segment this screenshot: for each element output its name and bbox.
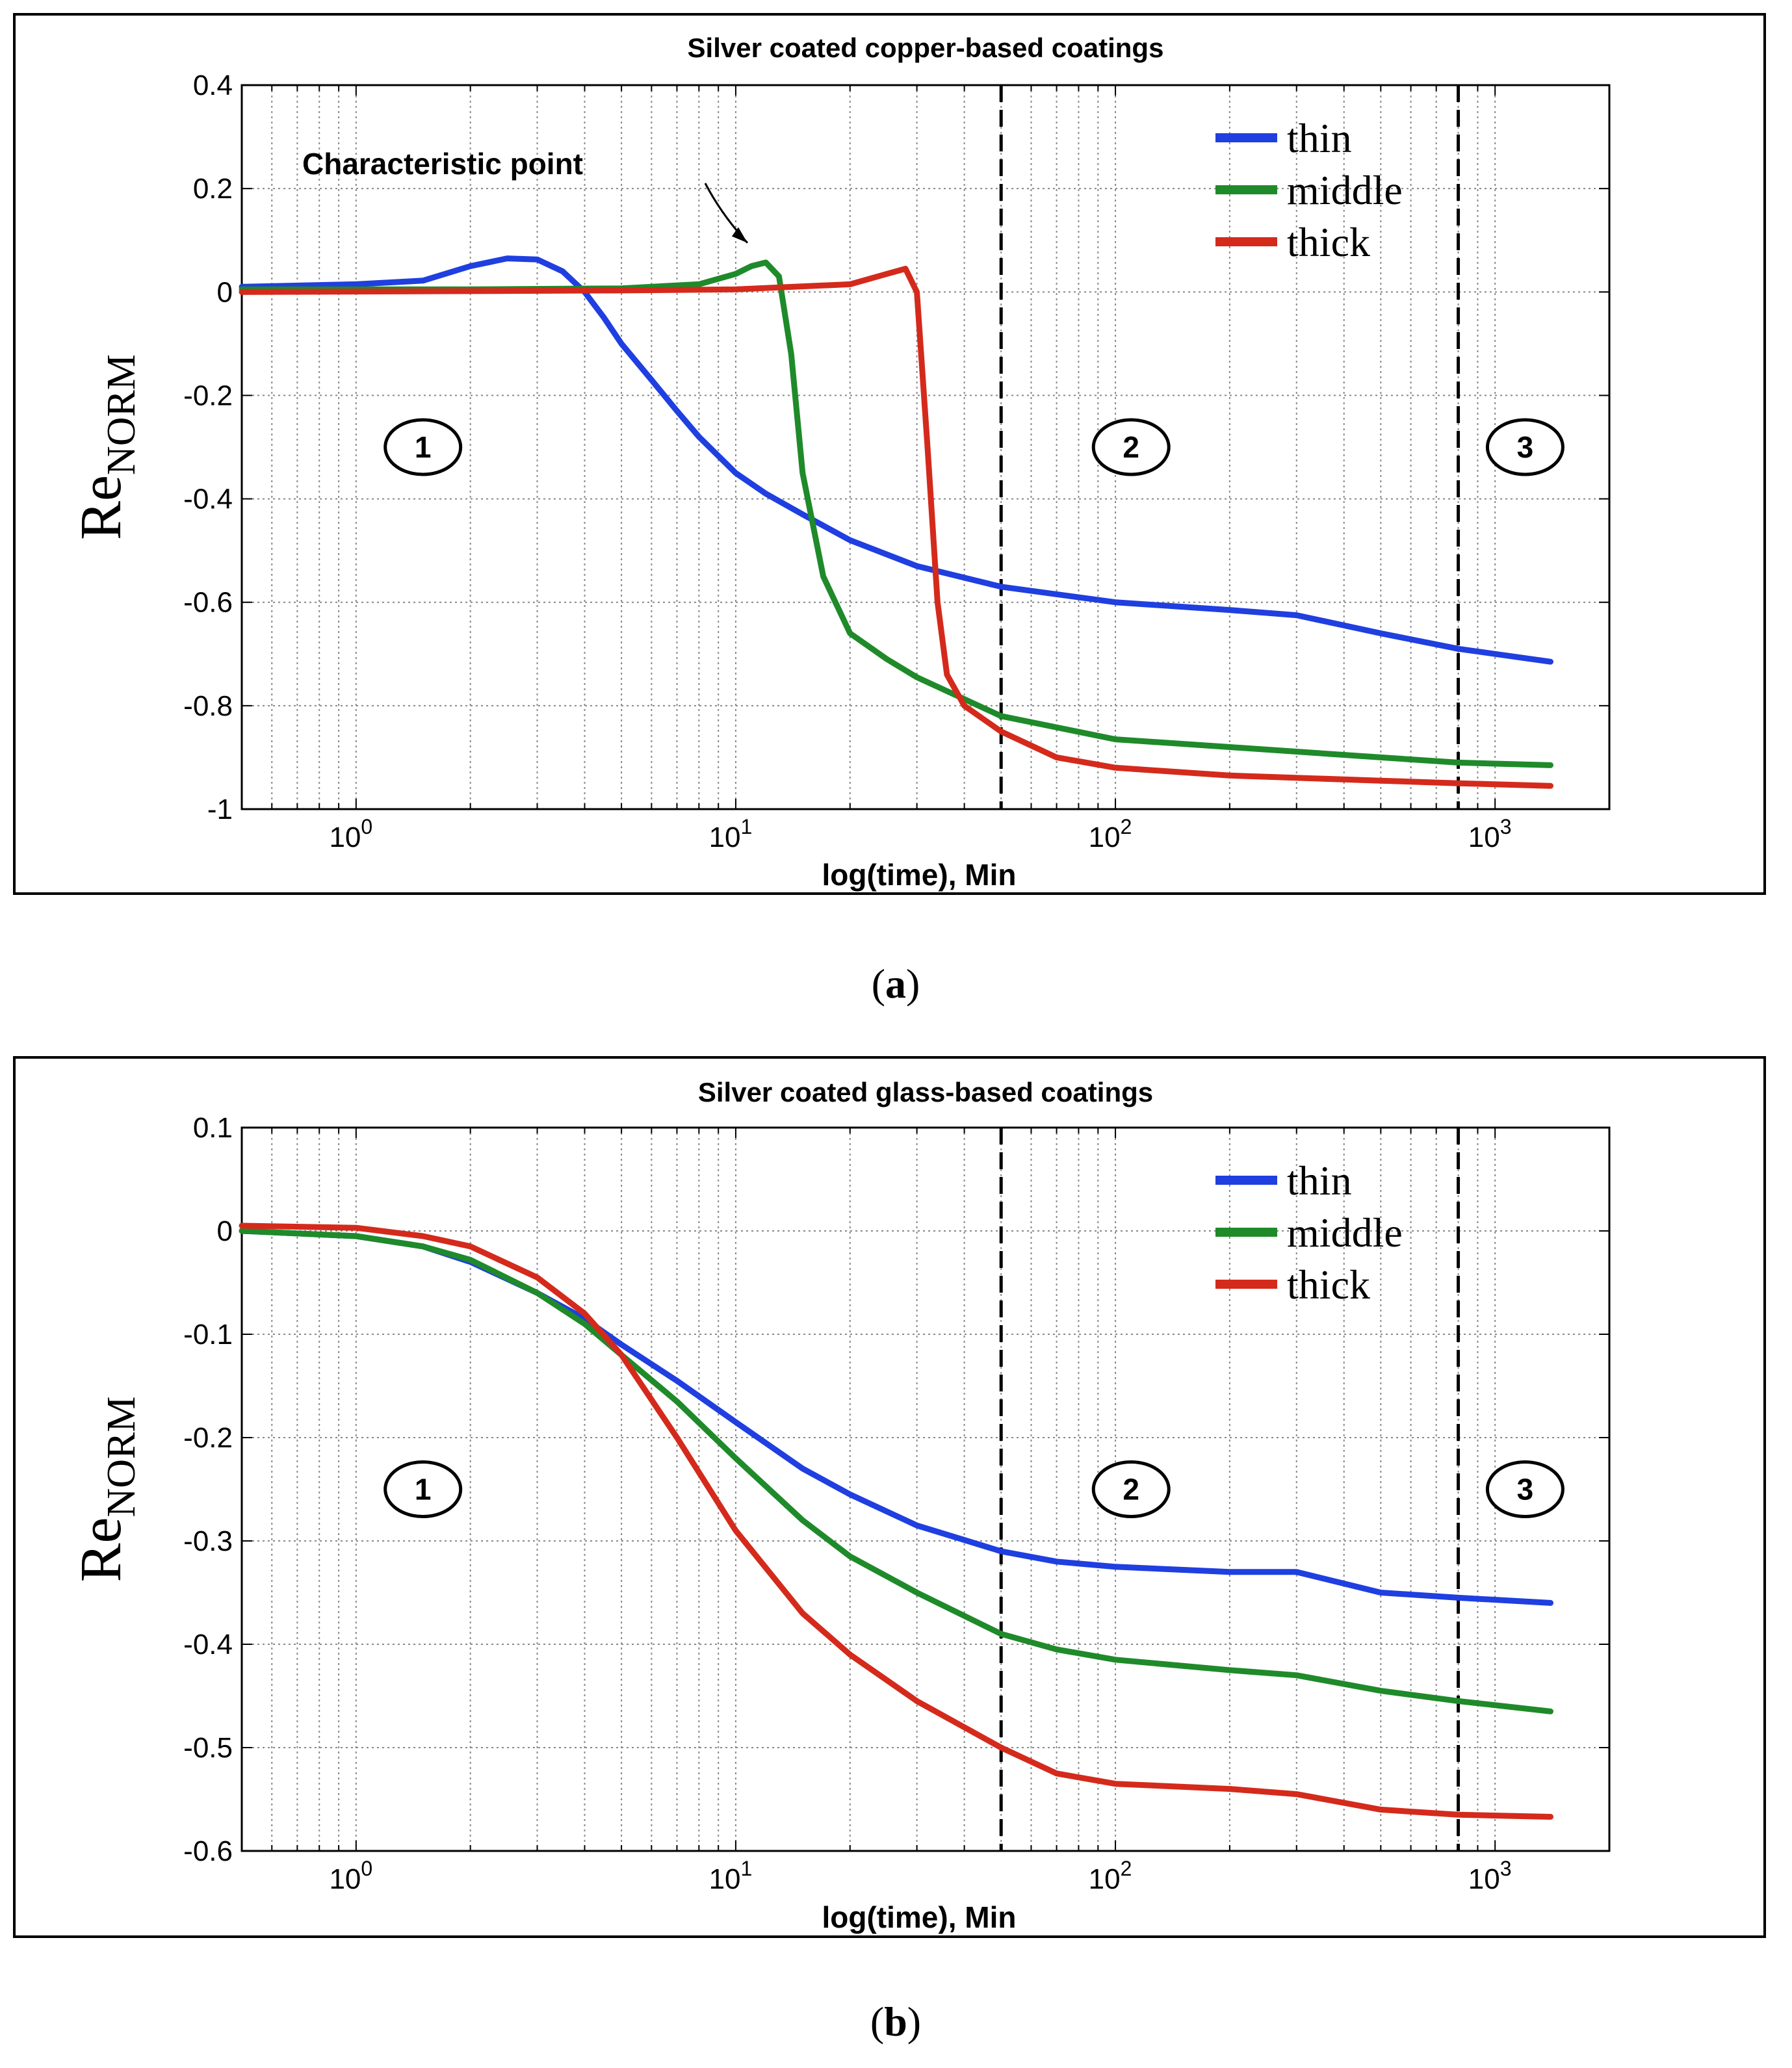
chart-frame [13,13,1766,895]
series-line-thin [239,255,1553,665]
x-axis-label: log(time), Min [822,1900,1017,1934]
legend-label-thick: thick [1287,219,1370,265]
y-tick-label: 0 [217,1215,233,1247]
series-line-middle [239,1228,1553,1714]
legend-label-thick: thick [1287,1261,1370,1308]
x-tick-label: 103 [1468,1857,1512,1895]
y-tick-label: -0.8 [183,690,233,722]
y-tick-label: -0.2 [183,380,233,411]
legend-label-thin: thin [1287,115,1352,161]
x-axis-label: log(time), Min [822,858,1017,892]
x-tick-label: 101 [709,1857,753,1895]
legend-label-middle: middle [1287,167,1403,213]
region-label: 2 [1123,1473,1139,1506]
y-tick-label: -0.1 [183,1319,233,1351]
region-label: 3 [1517,1473,1534,1506]
figure-caption: (b) [870,1998,921,2045]
gridlines [241,84,1610,810]
plot-area [240,1126,1611,1852]
y-tick-label: -0.2 [183,1422,233,1454]
series-line-thick [239,266,1553,789]
region-label: 3 [1517,430,1534,464]
region-label: 2 [1123,430,1139,464]
region-label: 1 [415,1473,432,1506]
y-tick-label: -0.6 [183,1835,233,1867]
chart-frame [13,1056,1766,1938]
y-tick-label: -0.4 [183,1629,233,1661]
y-tick-label: -0.4 [183,484,233,515]
y-tick-label: 0.2 [193,173,233,205]
x-tick-label: 103 [1468,815,1512,853]
region-marker [1091,1460,1171,1518]
plot-area [240,84,1611,810]
x-tick-label: 102 [1089,815,1132,853]
y-axis-label: ReNORM [69,354,144,540]
x-tick-label: 101 [709,815,753,853]
y-tick-label: -0.3 [183,1525,233,1557]
annotation-text: Characteristic point [302,147,583,181]
chart-title: Silver coated glass-based coatings [698,1077,1153,1107]
region-label: 1 [415,430,432,464]
series-line-middle [239,259,1553,768]
region-marker [1485,1460,1565,1518]
x-tick-label: 100 [329,1857,372,1895]
series-line-thick [239,1222,1553,1820]
legend-label-middle: middle [1287,1209,1403,1256]
y-axis-label: ReNORM [69,1396,144,1582]
annotation-arrowhead [731,227,747,243]
y-tick-label: 0.4 [193,70,233,101]
y-tick-label: 0.1 [193,1112,233,1144]
chart-title: Silver coated copper-based coatings [688,32,1164,63]
chart-panel-b: 0.1 0 -0.1 -0.2 -0.3 -0.4 -0.5 -0.6 100 101 102 103… [13,1056,1766,2045]
region-marker [1091,418,1171,476]
region-marker [383,1460,463,1518]
region-marker [383,418,463,476]
x-tick-label: 100 [329,815,372,853]
region-marker [1485,418,1565,476]
legend-label-thin: thin [1287,1157,1352,1204]
y-tick-label: -0.5 [183,1732,233,1764]
chart-panel-a: 0.4 0.2 0 -0.2 -0.4 -0.6 -0.8 -1 100 101 102 103 1 2 3… [13,13,1766,1007]
y-tick-label: -0.6 [183,587,233,619]
y-tick-label: -1 [207,794,233,825]
figure-caption: (a) [872,961,920,1007]
x-tick-label: 102 [1089,1857,1132,1895]
y-tick-label: 0 [217,276,233,308]
